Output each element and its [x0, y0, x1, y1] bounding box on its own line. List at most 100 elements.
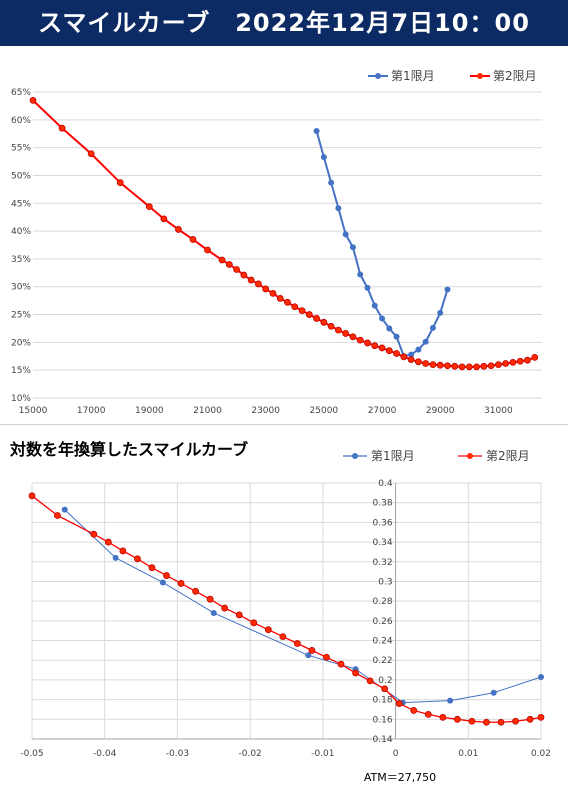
data-point	[458, 363, 466, 371]
data-point	[364, 339, 371, 347]
data-point	[364, 284, 371, 291]
y-tick-label: 15%	[11, 366, 31, 376]
data-point	[393, 350, 400, 357]
data-point	[233, 266, 241, 273]
data-point	[112, 554, 119, 561]
data-point	[356, 336, 364, 344]
data-point	[494, 361, 502, 369]
data-point	[414, 358, 422, 366]
data-point	[352, 669, 359, 677]
data-point	[444, 286, 451, 293]
x-tick-label: 19000	[135, 406, 164, 416]
data-point	[163, 572, 170, 579]
data-point	[436, 361, 444, 369]
data-point	[145, 203, 153, 211]
series-line-1	[315, 130, 449, 358]
x-tick-label: 17000	[77, 406, 106, 416]
data-point	[61, 506, 68, 513]
y-tick-label: 0.36	[373, 518, 393, 528]
legend-label: 第2限月	[493, 69, 537, 83]
y-tick-label: 0.32	[373, 558, 393, 568]
data-point	[444, 362, 451, 370]
y-tick-label: 20%	[11, 338, 31, 348]
chart2-title: 対数を年換算したスマイルカーブ	[10, 440, 249, 459]
data-point	[210, 609, 217, 616]
data-point	[221, 604, 229, 612]
data-point	[269, 290, 277, 297]
y-tick-label: 65%	[11, 88, 31, 98]
x-tick-label: 31000	[484, 406, 513, 416]
y-tick-label: 0.22	[373, 656, 393, 666]
data-point	[410, 707, 418, 714]
data-point	[192, 587, 200, 595]
data-point	[480, 362, 488, 370]
data-point	[87, 150, 95, 158]
data-point	[90, 530, 98, 538]
x-tick-label: -0.03	[166, 749, 189, 759]
y-tick-label: 0.26	[373, 617, 393, 627]
data-point	[400, 353, 408, 361]
data-point	[437, 309, 444, 316]
x-tick-label: 0.01	[458, 749, 478, 759]
data-point	[538, 673, 544, 680]
data-point	[415, 346, 422, 353]
y-tick-label: 40%	[11, 227, 31, 237]
data-point	[334, 326, 342, 334]
data-point	[327, 322, 335, 330]
data-point	[225, 261, 233, 268]
data-point	[235, 611, 243, 619]
data-point	[371, 342, 379, 350]
legend-marker	[375, 73, 381, 79]
x-tick-label: -0.02	[238, 749, 261, 759]
data-point	[342, 231, 349, 238]
smile-curve-chart: 10% 15% 20% 25% 30% 35% 40% 45% 50% 55% 60% 65% 1500…	[0, 52, 568, 425]
data-point	[379, 315, 386, 322]
y-tick-label: 0.16	[373, 715, 393, 725]
data-point	[247, 276, 255, 284]
y-tick-label: 0.24	[373, 637, 393, 647]
data-point	[395, 700, 403, 707]
data-point	[349, 244, 356, 251]
data-point	[378, 344, 386, 352]
data-point	[512, 717, 519, 725]
data-point	[524, 356, 531, 364]
data-point	[323, 653, 330, 661]
atm-annotation: ATM＝27,750	[364, 771, 436, 784]
smile-curve-svg: 10% 15% 20% 25% 30% 35% 40% 45% 50% 55% 60% 65% 1500…	[11, 69, 542, 416]
data-point	[473, 363, 480, 371]
data-point	[497, 718, 505, 726]
legend-marker	[352, 453, 358, 459]
y-tick-label: 0.28	[373, 597, 393, 607]
y-tick-label: 0.18	[373, 696, 393, 706]
data-point	[159, 579, 166, 586]
y-tick-label: 30%	[11, 283, 31, 293]
data-point	[204, 246, 211, 254]
x-tick-label: 0	[393, 749, 399, 759]
x-tick-label: -0.05	[20, 749, 43, 759]
data-point	[422, 360, 430, 367]
data-point	[255, 280, 262, 288]
data-point	[148, 564, 156, 572]
data-point	[381, 685, 389, 693]
data-point	[54, 512, 61, 519]
x-tick-label: -0.04	[93, 749, 117, 759]
data-point	[305, 311, 313, 318]
data-point	[308, 646, 316, 654]
data-point	[313, 127, 320, 134]
series-line-2	[32, 99, 536, 368]
data-point	[218, 256, 226, 264]
data-point	[291, 303, 299, 311]
data-point	[502, 360, 510, 367]
data-point	[408, 351, 415, 358]
legend-marker	[467, 453, 473, 459]
x-tick-label: 15000	[19, 406, 48, 416]
log-annualized-svg: -0.05 -0.04 -0.03 -0.02 -0.01 0 0.01 0.02 0.14 0.…	[20, 449, 551, 784]
data-point	[483, 718, 490, 726]
data-point	[320, 318, 328, 326]
data-point	[424, 710, 432, 718]
y-tick-label: 50%	[11, 171, 31, 181]
legend-label: 第1限月	[371, 449, 415, 463]
data-point	[240, 271, 248, 279]
data-point	[429, 324, 436, 331]
data-point	[104, 538, 112, 546]
